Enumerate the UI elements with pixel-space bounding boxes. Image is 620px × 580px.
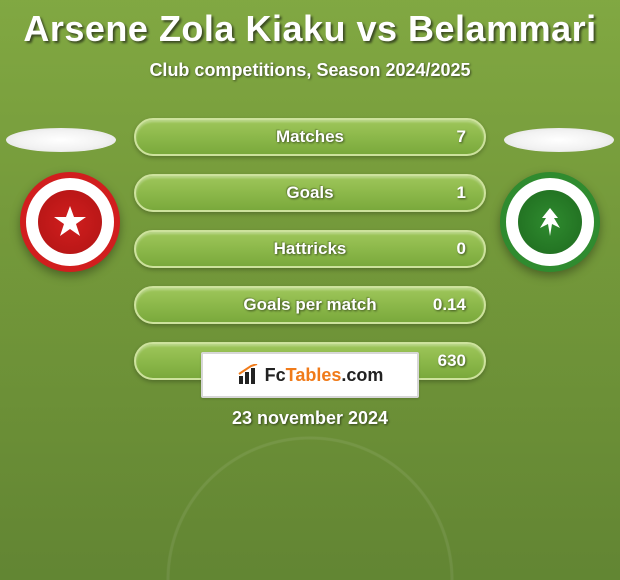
brand-text: FcTables.com <box>265 365 384 386</box>
snapshot-date: 23 november 2024 <box>0 408 620 429</box>
eagle-icon <box>530 202 570 242</box>
comparison-title: Arsene Zola Kiaku vs Belammari <box>0 0 620 50</box>
shield-icon <box>518 190 582 254</box>
comparison-subtitle: Club competitions, Season 2024/2025 <box>0 60 620 81</box>
stats-panel: Matches 7 Goals 1 Hattricks 0 Goals per … <box>134 118 486 380</box>
brand-suffix: .com <box>341 365 383 385</box>
stat-label: Goals <box>286 183 333 203</box>
stat-label: Goals per match <box>243 295 376 315</box>
right-platform-ellipse <box>504 128 614 152</box>
stat-value: 0 <box>457 239 466 259</box>
stat-row: Hattricks 0 <box>134 230 486 268</box>
left-platform-ellipse <box>6 128 116 152</box>
brand-watermark: FcTables.com <box>201 352 419 398</box>
stat-value: 1 <box>457 183 466 203</box>
stat-value: 630 <box>438 351 466 371</box>
stat-row: Goals 1 <box>134 174 486 212</box>
left-club-crest <box>20 172 120 272</box>
star-icon <box>50 202 90 242</box>
stat-row: Matches 7 <box>134 118 486 156</box>
stat-label: Matches <box>276 127 344 147</box>
stat-value: 0.14 <box>433 295 466 315</box>
stat-label: Hattricks <box>274 239 347 259</box>
brand-prefix: Fc <box>265 365 286 385</box>
bar-chart-icon <box>237 364 259 386</box>
shield-icon <box>38 190 102 254</box>
stat-row: Goals per match 0.14 <box>134 286 486 324</box>
stat-value: 7 <box>457 127 466 147</box>
right-club-crest <box>500 172 600 272</box>
brand-main: Tables <box>286 365 342 385</box>
